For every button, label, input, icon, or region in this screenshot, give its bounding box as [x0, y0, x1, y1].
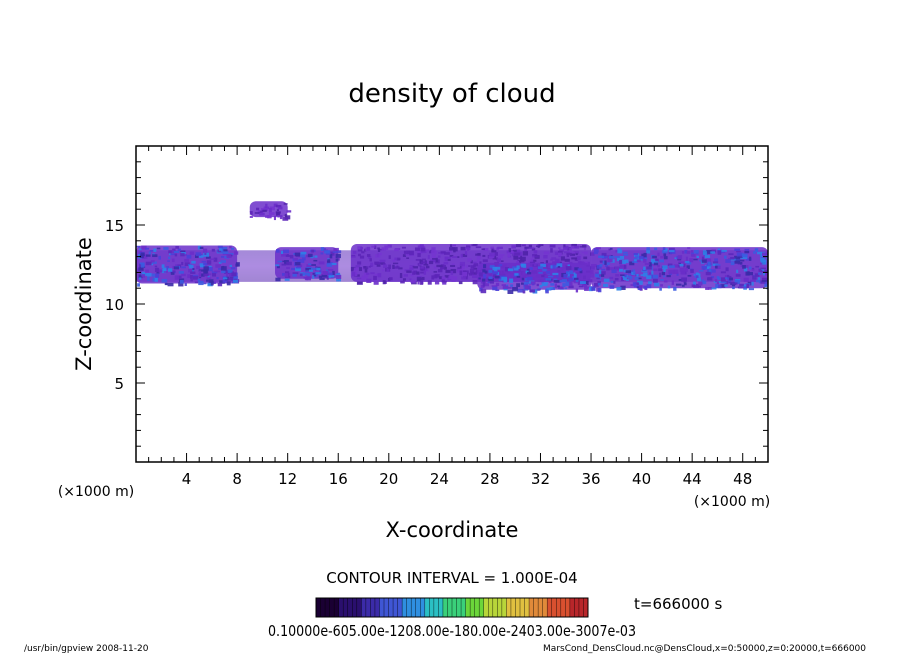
x-tick-label: 16 [329, 470, 348, 488]
x-tick-label: 36 [581, 470, 600, 488]
colorbar-swatch [424, 598, 430, 617]
x-tick-label: 4 [182, 470, 192, 488]
colorbar-swatch [497, 598, 503, 617]
colorbar-swatch [483, 598, 489, 617]
colorbar-swatch [461, 598, 466, 617]
colorbar-swatch [415, 598, 421, 617]
colorbar-swatch [470, 598, 476, 617]
colorbar-swatch [547, 598, 553, 617]
colorbar-frame [315, 597, 589, 618]
colorbar-swatch [474, 598, 480, 617]
footer-right: MarsCond_DensCloud.nc@DensCloud,x=0:5000… [543, 644, 866, 654]
colorbar-swatch [393, 598, 398, 617]
x-tick-label: 40 [632, 470, 651, 488]
y-axis-ticks: 5 10 15 [105, 161, 768, 447]
colorbar-swatch [501, 598, 507, 617]
colorbar-swatch [352, 598, 358, 617]
colorbar-swatch [551, 598, 557, 617]
colorbar-swatch [583, 598, 589, 617]
colorbar-swatch [560, 598, 566, 617]
cloud-layer [136, 201, 768, 294]
colorbar-swatch [384, 598, 389, 617]
colorbar-swatch [542, 598, 548, 617]
contour-interval-label: CONTOUR INTERVAL = 1.000E-04 [326, 569, 577, 587]
colorbar-swatch [402, 598, 408, 617]
colorbar-swatch [397, 598, 403, 617]
colorbar-swatch [479, 598, 485, 617]
colorbar-swatch [538, 598, 544, 617]
colorbar-swatch [438, 598, 444, 617]
y-tick-label: 15 [105, 217, 124, 235]
colorbar-swatch [524, 598, 530, 617]
y-tick-label: 5 [114, 375, 124, 393]
colorbar-swatch [492, 598, 498, 617]
colorbar-swatch [447, 598, 453, 617]
colorbar-swatch [578, 598, 584, 617]
cloud-patch [136, 245, 240, 287]
colorbar-swatch [452, 598, 457, 617]
colorbar-swatch [456, 598, 462, 617]
colorbar-swatch [370, 598, 376, 617]
colorbar-swatch [379, 598, 385, 617]
colorbar-swatch [320, 598, 326, 617]
colorbar-swatch [334, 598, 340, 617]
colorbar-swatch [365, 598, 371, 617]
plot-frame [135, 145, 769, 463]
cloud-patch [249, 201, 292, 221]
colorbar-swatch [388, 598, 394, 617]
colorbar-swatch [488, 598, 494, 617]
colorbar-tick-labels: 0.10000e-605.00e-1208.00e-180.00e-2403.0… [268, 622, 636, 640]
time-label: t=666000 s [634, 595, 722, 613]
colorbar-swatch [343, 598, 349, 617]
colorbar-swatch [411, 598, 417, 617]
colorbar-swatch [329, 598, 335, 617]
x-tick-label: 20 [379, 470, 398, 488]
colorbar-swatch [574, 598, 580, 617]
colorbar-swatch [520, 598, 525, 617]
colorbar-swatch [316, 598, 321, 617]
x-axis-label: X-coordinate [386, 518, 519, 542]
x-tick-label: 44 [683, 470, 702, 488]
chart-title: density of cloud [348, 79, 555, 109]
colorbar-swatch [420, 598, 426, 617]
cloud-patch [275, 247, 342, 282]
colorbar-swatch [433, 598, 439, 617]
colorbar-swatch [506, 598, 512, 617]
x-tick-label: 12 [278, 470, 297, 488]
colorbar [315, 598, 589, 617]
x-axis-unit-right: (×1000 m) [694, 494, 770, 510]
colorbar-swatch [569, 598, 575, 617]
colorbar-swatch [361, 598, 367, 617]
colorbar-swatch [347, 598, 353, 617]
colorbar-swatch [533, 598, 539, 617]
y-tick-label: 10 [105, 296, 124, 314]
x-tick-label: 24 [430, 470, 449, 488]
colorbar-swatch [565, 598, 571, 617]
colorbar-swatch [374, 598, 380, 617]
colorbar-swatch [529, 598, 534, 617]
colorbar-swatch [515, 598, 521, 617]
y-axis-label: Z-coordinate [72, 237, 96, 371]
x-axis-ticks: 4 8 12 16 20 24 28 32 36 40 44 48 [148, 146, 756, 488]
colorbar-swatch [325, 598, 330, 617]
colorbar-swatch [338, 598, 344, 617]
colorbar-swatch [556, 598, 562, 617]
x-tick-label: 28 [480, 470, 499, 488]
colorbar-swatch [442, 598, 448, 617]
colorbar-swatch [510, 598, 516, 617]
cloud-patch [591, 247, 768, 293]
colorbar-swatch [465, 598, 471, 617]
x-tick-label: 48 [733, 470, 752, 488]
colorbar-swatch [356, 598, 362, 617]
colorbar-swatch [429, 598, 435, 617]
x-tick-label: 8 [232, 470, 242, 488]
x-tick-label: 32 [531, 470, 550, 488]
colorbar-swatch [406, 598, 412, 617]
cloud-patch [477, 262, 595, 294]
footer-left: /usr/bin/gpview 2008-11-20 [24, 644, 149, 654]
x-axis-unit-left: (×1000 m) [58, 484, 134, 500]
